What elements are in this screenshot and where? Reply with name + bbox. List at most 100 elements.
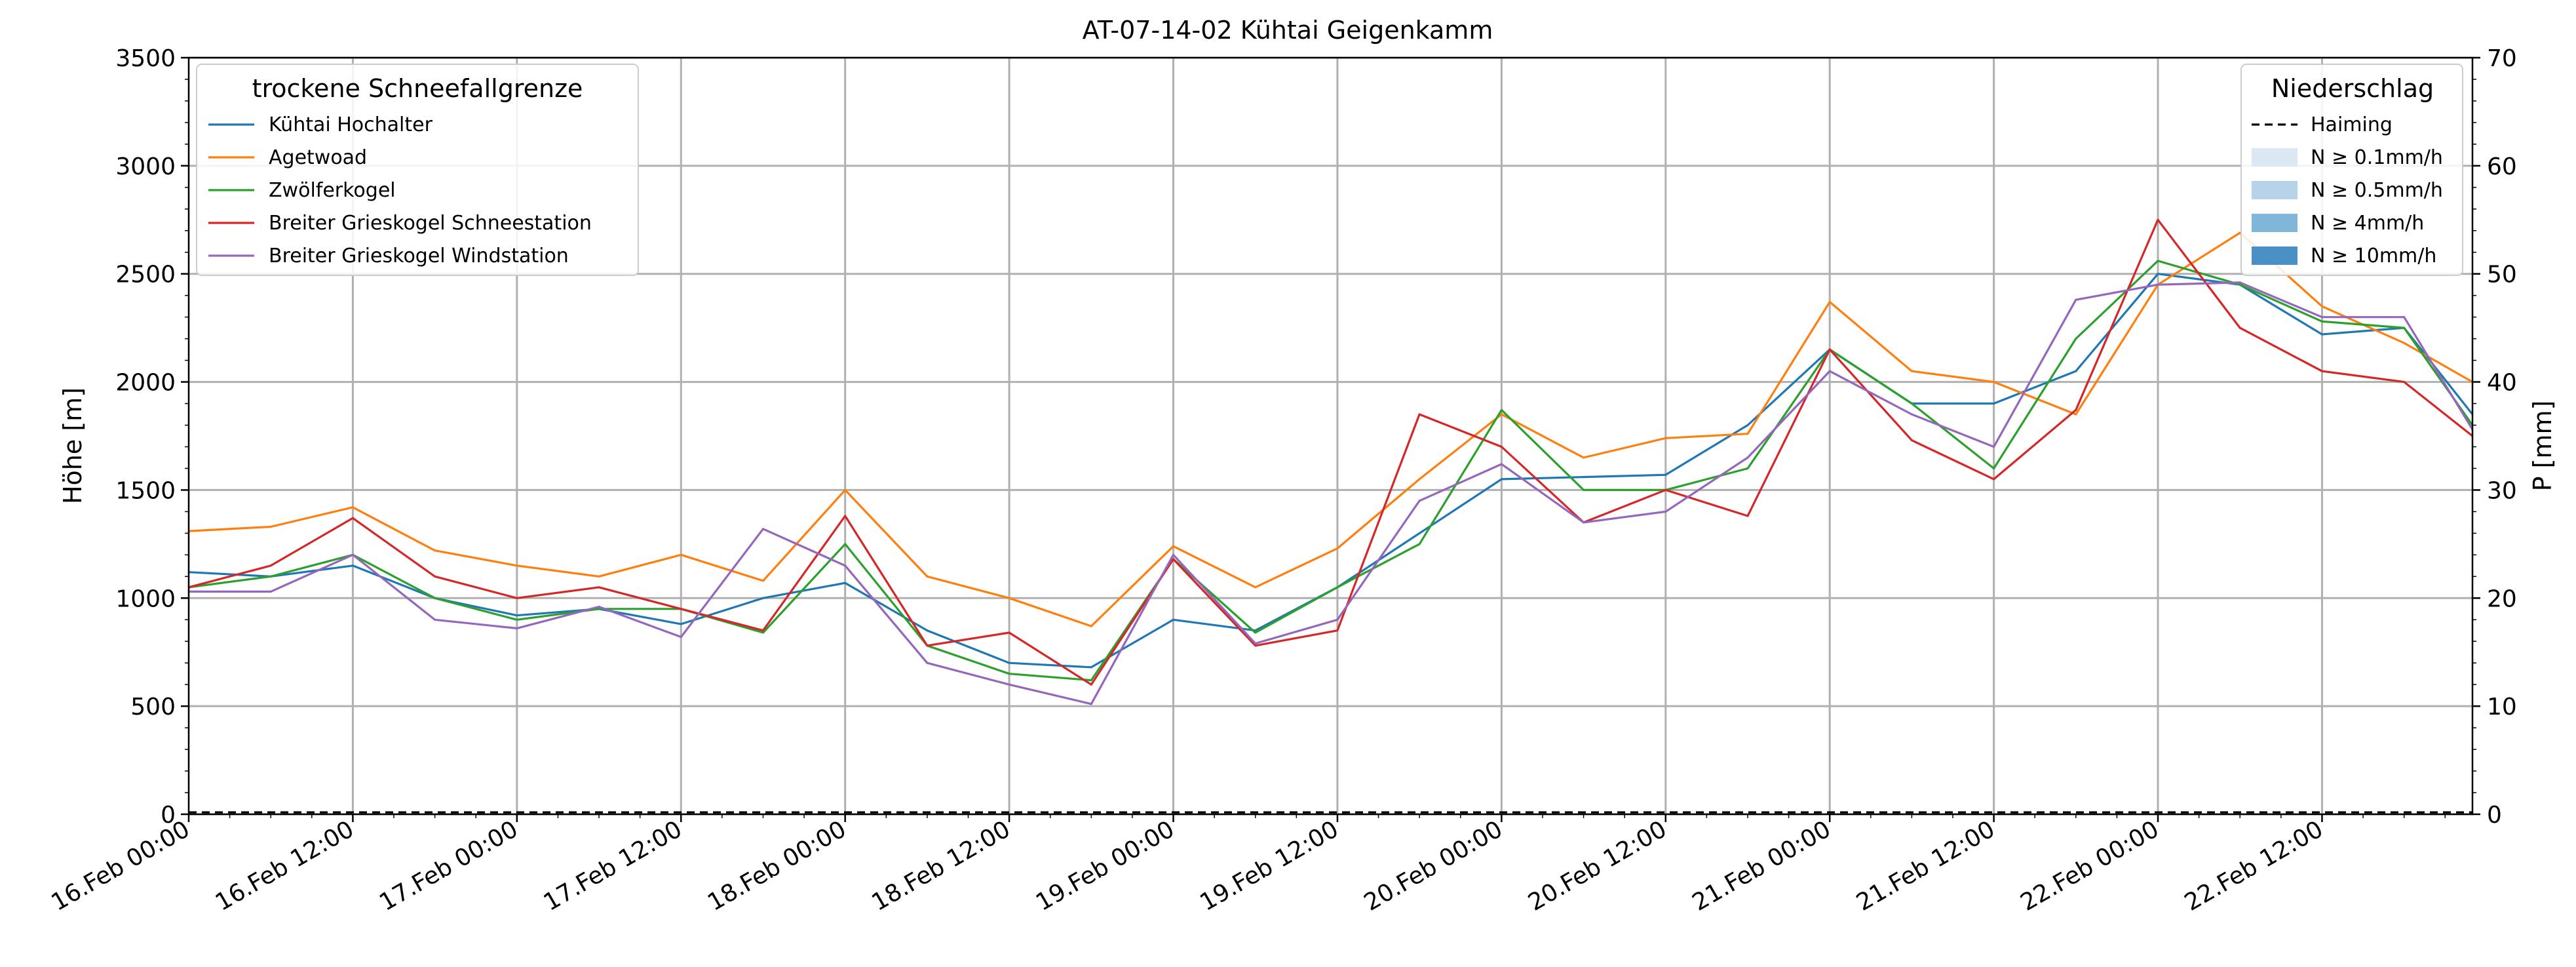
data-point <box>1172 558 1174 561</box>
y2-tick-label: 0 <box>2487 802 2502 829</box>
legend-label: N ≥ 4mm/h <box>2311 212 2424 235</box>
data-point <box>2403 342 2406 344</box>
data-point <box>1746 515 1749 517</box>
data-point <box>269 564 272 567</box>
data-point <box>1500 463 1503 465</box>
series-lines <box>187 218 2474 814</box>
y-tick-label: 3500 <box>115 45 176 72</box>
data-point <box>2157 260 2159 262</box>
data-point <box>2403 326 2406 329</box>
y2-tick-label: 20 <box>2487 585 2517 612</box>
y2-tick-label: 40 <box>2487 370 2517 397</box>
legend-patch-swatch <box>2252 214 2297 232</box>
legend-label: Breiter Grieskogel Schneestation <box>269 212 592 235</box>
data-point <box>434 575 436 578</box>
data-point <box>1008 673 1010 675</box>
legend-label: Zwölferkogel <box>269 179 396 202</box>
y-tick-label: 2500 <box>115 262 176 288</box>
data-point <box>2320 305 2323 307</box>
data-point <box>2403 316 2406 319</box>
data-point <box>1172 545 1174 547</box>
y-tick-label: 2000 <box>115 370 176 397</box>
data-point <box>1910 413 1913 416</box>
data-point <box>762 629 764 632</box>
data-point <box>2157 218 2159 221</box>
data-point <box>762 528 764 530</box>
legend-label: N ≥ 0.1mm/h <box>2311 146 2443 169</box>
data-point <box>516 618 518 621</box>
legend-patch-swatch <box>2252 181 2297 199</box>
data-point <box>1664 437 1667 439</box>
data-point <box>598 586 600 589</box>
data-point <box>1746 433 1749 435</box>
data-point <box>1583 476 1585 479</box>
data-point <box>1583 488 1585 491</box>
data-point <box>2403 381 2406 384</box>
data-point <box>1090 703 1092 705</box>
legend-label: N ≥ 0.5mm/h <box>2311 179 2443 202</box>
data-point <box>926 629 929 632</box>
data-point <box>1746 456 1749 459</box>
data-point <box>351 517 354 519</box>
y2-tick-label: 70 <box>2487 45 2517 72</box>
data-point <box>1828 348 1831 351</box>
data-point <box>516 564 518 567</box>
data-point <box>1336 586 1339 589</box>
data-point <box>1418 478 1421 481</box>
data-point <box>2075 408 2077 411</box>
data-point <box>598 606 600 608</box>
data-point <box>2239 281 2241 284</box>
data-point <box>926 644 929 647</box>
data-point <box>926 575 929 578</box>
data-point <box>2157 283 2159 286</box>
plot-frame <box>187 56 2474 816</box>
data-point <box>1583 456 1585 459</box>
legend-precipitation: Niederschlag Haiming N ≥ 0.1mm/h N ≥ 0.5mm… <box>2240 64 2463 276</box>
y-tick-label: 1000 <box>115 585 176 612</box>
data-point <box>1172 553 1174 556</box>
data-point <box>1008 683 1010 686</box>
legend-label: Agetwoad <box>269 146 367 169</box>
legend-snow-line: trockene Schneefallgrenze Kühtai Hochalt… <box>196 64 639 276</box>
data-point <box>1910 370 1913 372</box>
legend-label: Breiter Grieskogel Windstation <box>269 245 569 267</box>
data-point <box>680 553 682 556</box>
y-tick-label: 1500 <box>115 477 176 504</box>
data-point <box>2239 283 2241 286</box>
data-point <box>1746 467 1749 469</box>
data-point <box>351 564 354 567</box>
data-point <box>1910 439 1913 442</box>
data-point <box>351 506 354 509</box>
data-point <box>1993 381 1995 384</box>
data-point <box>762 597 764 599</box>
data-point <box>1993 467 1995 469</box>
data-point <box>1090 679 1092 682</box>
data-point <box>1993 446 1995 448</box>
data-point <box>1500 446 1503 448</box>
legend-patch-swatch <box>2252 148 2297 167</box>
data-point <box>1172 618 1174 621</box>
data-point <box>1828 301 1831 304</box>
data-point <box>1418 500 1421 502</box>
legend-patch-swatch <box>2252 247 2297 265</box>
data-point <box>1008 631 1010 634</box>
data-point <box>844 582 847 584</box>
data-point <box>1336 629 1339 632</box>
data-point <box>269 526 272 528</box>
data-point <box>1500 408 1503 411</box>
data-point <box>2075 370 2077 372</box>
data-point <box>1090 683 1092 686</box>
y2-axis-title: P [mm] <box>2528 401 2557 492</box>
data-point <box>516 627 518 629</box>
data-point <box>844 488 847 491</box>
data-point <box>1418 413 1421 416</box>
data-point <box>2239 231 2241 234</box>
data-point <box>1993 403 1995 405</box>
y-tick-label: 0 <box>161 802 176 829</box>
data-point <box>1664 488 1667 491</box>
data-point <box>269 590 272 593</box>
data-point <box>680 623 682 625</box>
data-point <box>680 636 682 639</box>
y2-tick-label: 30 <box>2487 477 2517 504</box>
